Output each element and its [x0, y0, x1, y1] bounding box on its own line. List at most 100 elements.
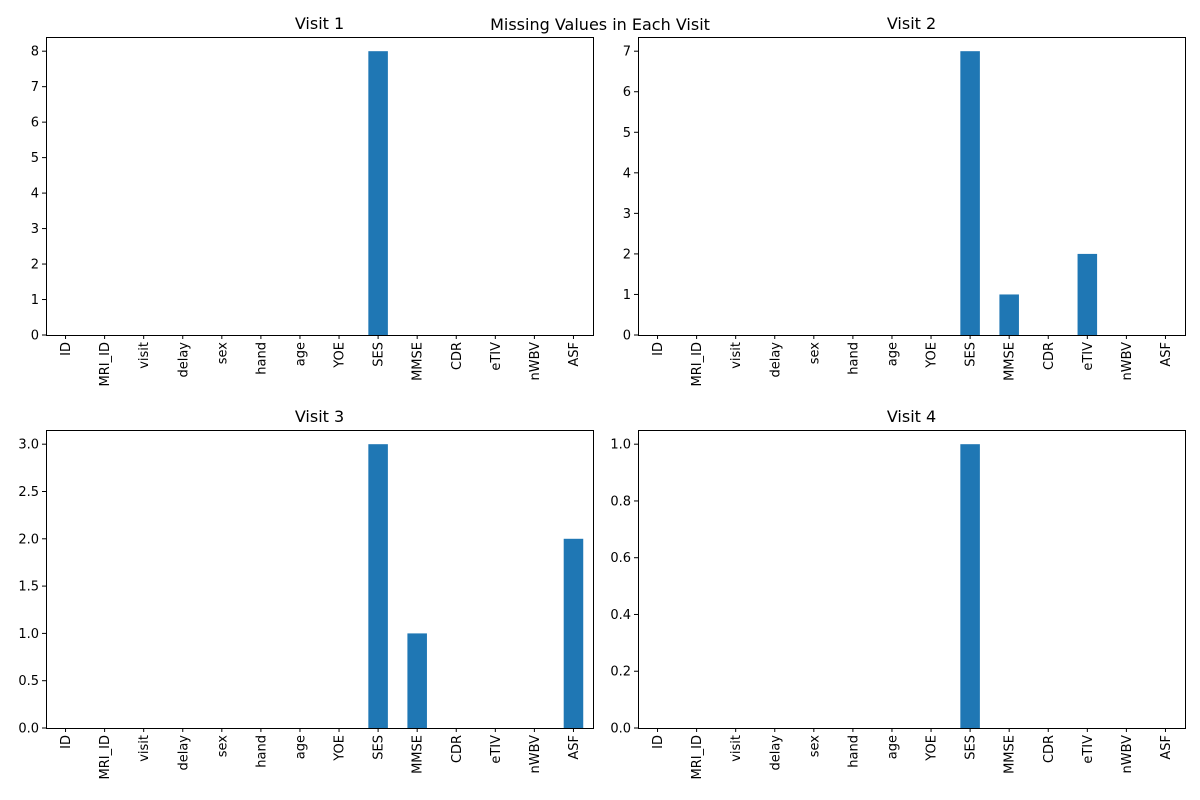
x-tick-label: eTIV [1081, 342, 1096, 371]
plot-frame [638, 430, 1186, 729]
y-tick-label: 2.5 [18, 485, 39, 500]
x-tick-label: sex [807, 342, 822, 365]
x-tick-label: CDR [1042, 342, 1057, 370]
y-tick-label: 7 [31, 80, 39, 95]
y-tick-label: 5 [31, 151, 39, 166]
x-tick-label: MMSE [411, 735, 426, 774]
chart-panel-1: Visit 1 0 1 2 3 4 5 6 7 8 ID MRI_ID visit delay sex han… [31, 14, 594, 386]
x-tick-label: delay [176, 735, 191, 771]
x-tick-label: CDR [450, 735, 465, 763]
x-tick-label: age [293, 342, 308, 366]
y-tick-label: 6 [623, 85, 631, 100]
x-tick-label: MRI_ID [690, 735, 705, 779]
y-tick-label: 1.0 [610, 438, 631, 453]
x-tick-label: ASF [1159, 735, 1174, 760]
y-tick-label: 1.5 [18, 580, 39, 595]
y-tick-label: 6 [31, 116, 39, 131]
y-tick-label: 3.0 [18, 438, 39, 453]
x-tick-label: age [885, 342, 900, 366]
x-tick-label: ID [651, 735, 666, 749]
bar-MMSE [407, 633, 427, 728]
y-tick-label: 0.6 [610, 551, 631, 566]
bar-eTIV [1077, 253, 1098, 335]
x-tick-label: ID [651, 342, 666, 356]
y-tick-label: 1.0 [18, 627, 39, 642]
x-tick-label: visit [137, 342, 152, 369]
x-tick-label: MRI_ID [98, 735, 113, 779]
x-tick-label: visit [137, 735, 152, 762]
y-tick-label: 0.4 [610, 608, 631, 623]
bar-SES [368, 444, 388, 728]
panel-title: Visit 1 [295, 14, 344, 33]
bar-SES [960, 444, 980, 728]
y-tick-label: 0 [623, 329, 631, 344]
x-tick-label: nWBV [528, 735, 543, 774]
y-tick-label: 4 [623, 166, 631, 181]
x-tick-label: YOE [333, 342, 348, 369]
y-tick-label: 5 [623, 126, 631, 141]
bar-MMSE [999, 294, 1019, 335]
x-tick-label: SES [372, 735, 387, 760]
x-tick-label: hand [254, 342, 269, 375]
y-tick-label: 8 [31, 45, 39, 60]
x-tick-label: YOE [333, 735, 348, 762]
x-tick-label: SES [964, 342, 979, 367]
y-tick-label: 0 [31, 329, 39, 344]
x-tick-label: MMSE [411, 342, 426, 381]
x-tick-label: MRI_ID [690, 342, 705, 386]
y-tick-label: 0.0 [610, 722, 631, 737]
y-tick-label: 2 [623, 247, 631, 262]
x-tick-label: eTIV [1081, 735, 1096, 764]
y-tick-label: 2.0 [18, 532, 39, 547]
x-tick-label: CDR [1042, 735, 1057, 763]
x-tick-label: YOE [925, 735, 940, 762]
y-tick-label: 4 [31, 187, 39, 202]
x-tick-label: nWBV [1120, 735, 1135, 774]
x-tick-label: visit [729, 735, 744, 762]
x-tick-label: MRI_ID [98, 342, 113, 386]
plot-frame [638, 37, 1186, 336]
y-tick-label: 0.0 [18, 722, 39, 737]
x-tick-label: MMSE [1003, 735, 1018, 774]
x-tick-label: delay [768, 735, 783, 771]
panel-title: Visit 2 [887, 14, 936, 33]
x-tick-label: nWBV [528, 342, 543, 381]
x-tick-label: hand [254, 735, 269, 768]
x-tick-label: SES [964, 735, 979, 760]
x-tick-label: sex [807, 735, 822, 758]
x-tick-label: SES [372, 342, 387, 367]
y-tick-label: 0.8 [610, 494, 631, 509]
y-tick-label: 2 [31, 258, 39, 273]
y-tick-label: 3 [623, 207, 631, 222]
chart-panel-4: Visit 4 0.0 0.2 0.4 0.6 0.8 1.0 ID MRI_ID visit de… [610, 407, 1186, 779]
x-tick-label: hand [846, 735, 861, 768]
bar-SES [960, 51, 980, 335]
x-tick-label: delay [768, 342, 783, 378]
x-tick-label: CDR [450, 342, 465, 370]
x-tick-label: ASF [1159, 342, 1174, 367]
x-tick-label: eTIV [489, 735, 504, 764]
y-tick-label: 7 [623, 45, 631, 60]
y-tick-label: 0.5 [18, 674, 39, 689]
x-tick-label: ASF [567, 342, 582, 367]
x-tick-label: hand [846, 342, 861, 375]
x-tick-label: eTIV [489, 342, 504, 371]
panel-title: Visit 4 [887, 407, 936, 426]
x-tick-label: MMSE [1003, 342, 1018, 381]
panel-title: Visit 3 [295, 407, 344, 426]
x-tick-label: age [885, 735, 900, 759]
chart-panel-2: Visit 2 0 1 2 3 4 5 6 7 ID MRI_ID visit delay sex hand… [623, 14, 1186, 386]
x-tick-label: age [293, 735, 308, 759]
x-tick-label: ID [59, 342, 74, 356]
y-tick-label: 1 [623, 288, 631, 303]
plot-frame [46, 430, 594, 729]
x-tick-label: delay [176, 342, 191, 378]
x-tick-label: visit [729, 342, 744, 369]
bar-ASF [563, 538, 584, 728]
y-tick-label: 3 [31, 222, 39, 237]
x-tick-label: ID [59, 735, 74, 749]
x-tick-label: sex [215, 735, 230, 758]
chart-panel-3: Visit 3 0.0 0.5 1.0 1.5 2.0 2.5 3.0 ID MRI_ID visi… [18, 407, 594, 779]
